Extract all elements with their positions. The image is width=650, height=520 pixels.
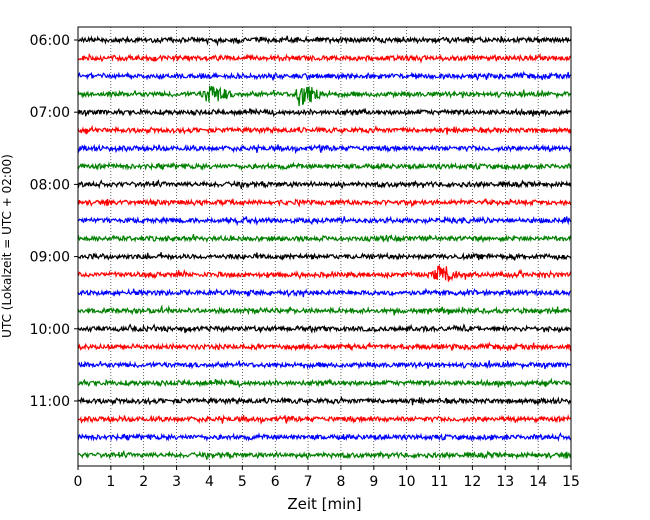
x-tick-label: 3 — [172, 474, 181, 490]
x-tick-label: 10 — [398, 474, 416, 490]
x-tick-label: 0 — [74, 474, 83, 490]
trace-0800 — [77, 179, 572, 190]
trace-0945 — [77, 304, 572, 316]
trace-0615 — [77, 52, 572, 64]
y-tick-label: 11:00 — [30, 394, 70, 410]
plot-frame — [77, 26, 572, 467]
x-tick-label: 13 — [496, 474, 514, 490]
trace-0745 — [77, 161, 572, 172]
x-tick-label: 2 — [139, 474, 148, 490]
trace-0600 — [77, 35, 572, 47]
grid-lines — [110, 27, 539, 466]
y-tick-label: 10:00 — [30, 322, 70, 338]
x-tick-label: 5 — [238, 474, 247, 490]
trace-0730 — [77, 143, 572, 155]
x-tick-label: 7 — [304, 474, 313, 490]
x-tick-label: 11 — [431, 474, 449, 490]
trace-1030 — [77, 359, 572, 370]
trace-1145 — [77, 449, 572, 461]
x-axis-label: Zeit [min] — [287, 495, 361, 513]
trace-1115 — [77, 414, 572, 425]
y-tick-label: 06:00 — [30, 33, 70, 49]
trace-0645 — [77, 85, 572, 107]
trace-1000 — [77, 323, 572, 334]
x-tick-label: 6 — [271, 474, 280, 490]
y-tick-label: 07:00 — [30, 105, 70, 121]
x-tick-label: 9 — [369, 474, 378, 490]
trace-1100 — [77, 395, 572, 406]
y-axis-ticks: 06:00 07:00 08:00 09:00 10:00 11:00 — [30, 33, 78, 410]
trace-0930 — [77, 287, 572, 298]
trace-0830 — [77, 215, 572, 227]
trace-1045 — [77, 377, 572, 389]
seismic-traces — [77, 35, 572, 461]
x-tick-label: 4 — [205, 474, 214, 490]
y-tick-label: 08:00 — [30, 177, 70, 193]
trace-0815 — [77, 197, 572, 208]
trace-0700 — [77, 107, 572, 118]
trace-1130 — [77, 432, 572, 442]
x-tick-label: 8 — [336, 474, 345, 490]
trace-0715 — [77, 124, 572, 136]
y-tick-label: 09:00 — [30, 250, 70, 266]
x-tick-label: 14 — [529, 474, 547, 490]
x-tick-label: 12 — [463, 474, 481, 490]
trace-0900 — [77, 251, 572, 262]
trace-0630 — [77, 70, 572, 81]
x-tick-label: 15 — [562, 474, 580, 490]
x-axis-ticks: 0 1 2 3 4 5 6 7 8 9 10 11 12 13 14 15 — [74, 466, 580, 490]
x-tick-label: 1 — [106, 474, 115, 490]
trace-1015 — [77, 341, 572, 352]
y-axis-label: UTC (Lokalzeit = UTC + 02:00) — [0, 154, 14, 338]
trace-0845 — [77, 233, 572, 244]
trace-0915 — [77, 265, 572, 282]
